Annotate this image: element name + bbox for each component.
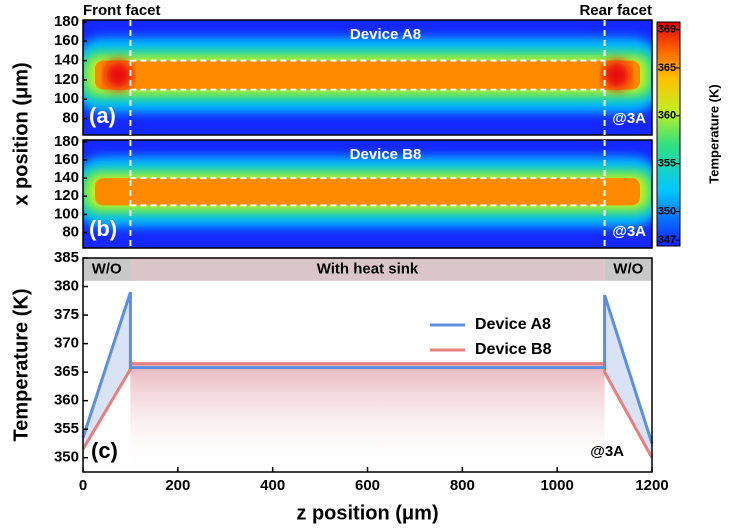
y-tick-label: 385: [54, 249, 79, 266]
region-label: W/O: [92, 260, 122, 277]
y-tick-label: 380: [54, 278, 79, 295]
region-band: [130, 258, 605, 281]
y-tick-label: 140: [54, 169, 79, 186]
hot-spot: [602, 60, 631, 90]
x-tick-label: 800: [450, 477, 475, 494]
legend-label: Device A8: [475, 316, 551, 333]
y-axis-label: Temperature (K): [10, 289, 32, 442]
y-tick-label: 140: [54, 52, 79, 69]
colorbar-tick-label: 365: [658, 62, 676, 74]
x-tick-label: 1000: [540, 477, 573, 494]
y-tick-label: 180: [54, 13, 79, 30]
y-tick-label: 100: [54, 90, 79, 107]
series-line: [81, 362, 654, 459]
y-tick-label: 375: [54, 306, 79, 323]
facet-label: Rear facet: [579, 2, 652, 19]
panel-label: (a): [89, 103, 116, 128]
x-tick-label: 400: [260, 477, 285, 494]
y-tick-label: 160: [54, 151, 79, 168]
frame: [82, 139, 653, 249]
panel-label: (c): [91, 438, 118, 463]
y-tick-label: 370: [54, 335, 79, 352]
panel-label: (b): [89, 216, 117, 241]
y-tick-label: 360: [54, 392, 79, 409]
colorbar-tick-label: 360: [658, 110, 676, 122]
colorbar: [656, 21, 681, 247]
y-tick-label: 355: [54, 420, 79, 437]
region-label: W/O: [613, 260, 643, 277]
x-tick-label: 0: [79, 477, 87, 494]
colorbar-tick-label: 350: [658, 205, 676, 217]
annotation: @3A: [612, 110, 646, 127]
x-tick-label: 200: [165, 477, 190, 494]
x-tick-label: 600: [355, 477, 380, 494]
y-tick-label: 120: [54, 71, 79, 88]
colorbar-tick-label: 347: [658, 234, 676, 246]
region-band: [83, 258, 131, 281]
y-tick-label: 365: [54, 363, 79, 380]
x-tick-label: 1200: [635, 477, 668, 494]
y-tick-label: 120: [54, 187, 79, 204]
y-tick-label: 100: [54, 205, 79, 222]
y-tick-label: 160: [54, 32, 79, 49]
colorbar-label: Temperature (K): [706, 84, 721, 183]
colorbar-tick-label: 369: [658, 24, 676, 36]
annotation: @3A: [612, 223, 646, 240]
heat-sink-shade: [130, 363, 605, 472]
region-band: [604, 258, 652, 281]
series-line: [81, 291, 654, 444]
region-label: With heat sink: [317, 260, 419, 277]
heatmap-title: Device B8: [350, 146, 422, 163]
y-tick-label: 350: [54, 449, 79, 466]
frame: [82, 19, 653, 136]
hot-spot: [104, 60, 133, 90]
heatmap-title: Device A8: [350, 26, 421, 43]
y-tick-label: 80: [62, 110, 79, 127]
y-axis-label: x position (μm): [10, 62, 32, 205]
facet-label: Front facet: [83, 2, 161, 19]
heatmap: [83, 140, 652, 248]
y-tick-label: 80: [62, 224, 79, 241]
heatmap: [83, 20, 652, 135]
x-axis-label: z position (μm): [296, 502, 438, 524]
annotation: @3A: [590, 443, 624, 460]
legend-label: Device B8: [475, 341, 552, 358]
heat-core: [95, 60, 640, 90]
colorbar-tick-label: 355: [658, 158, 676, 170]
y-tick-label: 180: [54, 133, 79, 150]
heat-core: [95, 178, 640, 206]
